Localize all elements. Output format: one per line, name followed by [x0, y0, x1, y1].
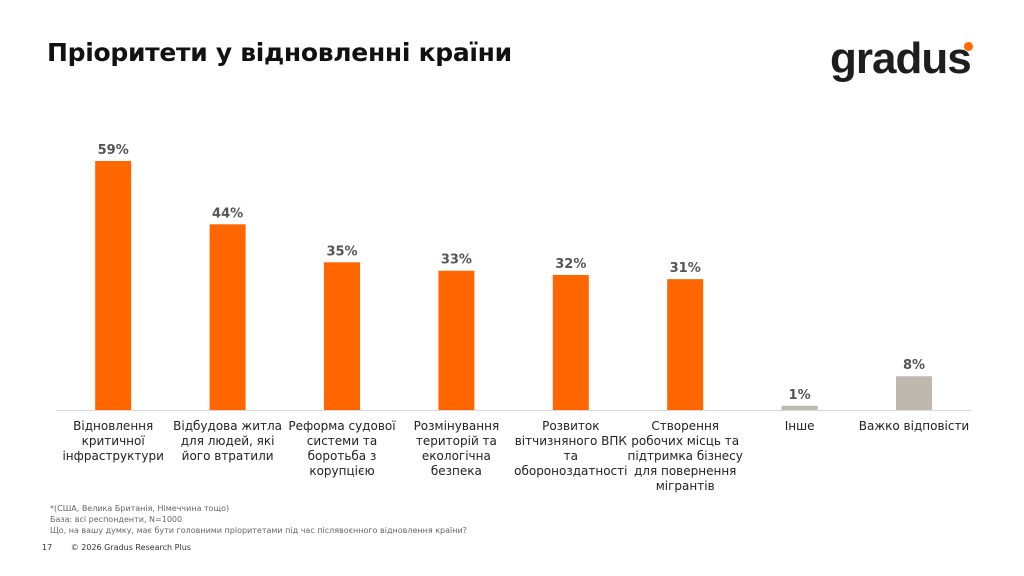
data-label: 35%: [326, 244, 357, 259]
data-label: 59%: [98, 143, 129, 158]
bar: [896, 376, 932, 410]
category-label: Створення робочих місць та підтримка біз…: [627, 419, 743, 493]
page-number: 17: [42, 543, 53, 552]
bar: [552, 274, 589, 410]
bar: [324, 262, 360, 410]
notes: *(США, Велика Британія, Німеччина тощо) …: [50, 503, 467, 536]
page-title: Пріоритети у відновленні країни: [47, 38, 512, 67]
note-question: Що, на вашу думку, має бути головними пр…: [50, 526, 467, 535]
category-label: Відбудова житла для людей, які його втра…: [173, 419, 283, 463]
category-label: Відновлення критичної інфраструктури: [62, 419, 164, 463]
bar: [781, 405, 818, 410]
bar: [438, 270, 475, 410]
bar: [95, 161, 132, 410]
category-label: Розвиток вітчизняного ВПК та обороноздат…: [514, 419, 628, 478]
note-base: База: всі респонденти, N=1000: [50, 515, 183, 524]
bar: [209, 224, 246, 410]
data-label: 32%: [555, 257, 586, 272]
category-label: Важко відповісти: [858, 419, 970, 433]
category-label: Розмінування територій та екологічна без…: [413, 419, 500, 478]
bar: [667, 279, 704, 410]
data-label: 44%: [212, 206, 243, 221]
data-label: 33%: [441, 253, 472, 268]
logo-dot-icon: [964, 42, 973, 51]
category-label: Реформа судової системи та боротьба з ко…: [288, 419, 396, 478]
gradus-logo: gradus: [830, 34, 972, 83]
category-label: Інше: [784, 419, 815, 433]
footer: 17 © 2026 Gradus Research Plus: [42, 543, 207, 552]
data-label: 8%: [903, 358, 925, 373]
copyright: © 2026 Gradus Research Plus: [70, 543, 191, 552]
note-footnote: *(США, Велика Британія, Німеччина тощо): [50, 504, 230, 513]
data-label: 31%: [670, 261, 701, 276]
data-label: 1%: [789, 388, 811, 403]
